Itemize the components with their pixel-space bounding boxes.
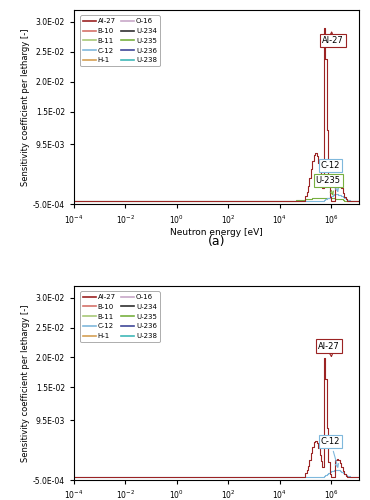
Text: Al-27: Al-27 bbox=[318, 342, 339, 356]
Text: C-12: C-12 bbox=[321, 162, 340, 192]
Legend: Al-27, B-10, B-11, C-12, H-1, O-16, U-234, U-235, U-236, U-238: Al-27, B-10, B-11, C-12, H-1, O-16, U-23… bbox=[80, 291, 160, 342]
Text: (a): (a) bbox=[208, 236, 225, 248]
Text: U-235: U-235 bbox=[316, 176, 341, 194]
Y-axis label: Sensitivity coefficient per lethargy [-]: Sensitivity coefficient per lethargy [-] bbox=[21, 28, 30, 186]
Legend: Al-27, B-10, B-11, C-12, H-1, O-16, U-234, U-235, U-236, U-238: Al-27, B-10, B-11, C-12, H-1, O-16, U-23… bbox=[80, 16, 160, 66]
X-axis label: Neutron energy [eV]: Neutron energy [eV] bbox=[170, 228, 263, 237]
Text: C-12: C-12 bbox=[321, 437, 340, 467]
Text: Al-27: Al-27 bbox=[322, 32, 344, 45]
Y-axis label: Sensitivity coefficient per lethargy [-]: Sensitivity coefficient per lethargy [-] bbox=[21, 304, 30, 462]
